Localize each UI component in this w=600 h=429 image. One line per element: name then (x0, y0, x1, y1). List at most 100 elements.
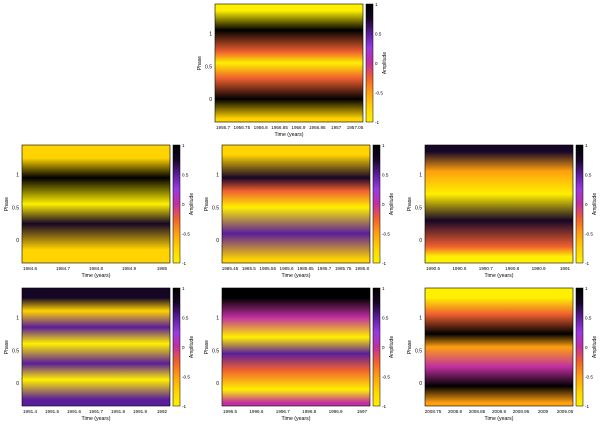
colorbar-tick-label: -0.5 (382, 375, 390, 380)
y-tick-label: 1 (16, 316, 19, 322)
x-tick-label: 1996.7 (276, 409, 290, 414)
y-tick-label: 0.5 (212, 205, 219, 211)
x-tick-label: 1991.6 (67, 409, 81, 414)
heatmap-field (425, 145, 573, 263)
heatmap-svg: 1 0.5 0 Phase 2008.75 2008.8 2008.85 2008.9 2008… (407, 286, 598, 422)
heatmap-panel-2: 1 0.5 0 Phase 1984.6 1984.7 1984.8 1984.9 1985 Ti… (0, 141, 197, 281)
x-tick-label: 1984.7 (56, 266, 70, 271)
x-tick-label: 1991.7 (89, 409, 103, 414)
y-tick-label: 1 (209, 32, 212, 38)
colorbar-tick-label: 0 (182, 202, 185, 207)
x-tick-label: 1992 (157, 409, 168, 414)
colorbar-tick-label: -1 (585, 261, 590, 266)
y-tick-label: 0.5 (415, 205, 422, 211)
colorbar-tick-label: -0.5 (382, 232, 390, 237)
colorbar-tick-label: -1 (382, 404, 387, 409)
heatmap-panel-3: 1 0.5 0 Phase 1985.45 1985.5 1985.55 1985.6 1985… (200, 141, 397, 281)
heatmap-field (215, 4, 363, 122)
x-tick-label: 2009 (538, 409, 549, 414)
x-tick-label: 1984.9 (122, 266, 136, 271)
y-tick-label: 0.5 (205, 64, 212, 70)
y-tick-label: 0 (16, 238, 19, 244)
colorbar-tick-label: 1 (182, 286, 185, 291)
x-tick-label: 1957 (331, 125, 342, 130)
plot-frame (424, 144, 574, 264)
x-tick-label: 1984.6 (23, 266, 37, 271)
y-axis-label: Phase (197, 56, 203, 70)
x-tick-label: 1991 (560, 266, 571, 271)
y-tick-label: 1 (216, 316, 219, 322)
colorbar-tick-label: 1 (585, 143, 588, 148)
colorbar-tick-label: -1 (182, 404, 187, 409)
x-tick-label: 1996.8 (302, 409, 316, 414)
y-axis-label: Phase (4, 340, 10, 354)
x-tick-label: 1996.5 (223, 409, 237, 414)
y-tick-label: 1 (419, 316, 422, 322)
x-tick-label: 2008.75 (425, 409, 442, 414)
colorbar (372, 144, 381, 264)
colorbar-tick-label: 0.5 (585, 316, 592, 321)
x-tick-label: 1984.8 (89, 266, 103, 271)
y-axis-label: Phase (407, 197, 413, 211)
x-tick-label: 1997 (357, 409, 368, 414)
y-tick-label: 1 (16, 173, 19, 179)
x-tick-label: 1985.8 (355, 266, 369, 271)
x-tick-label: 1990.9 (532, 266, 546, 271)
colorbar-tick-label: 1 (382, 286, 385, 291)
y-tick-label: 1 (419, 173, 422, 179)
colorbar-label: Amplitude (592, 336, 598, 358)
colorbar-tick-label: -0.5 (585, 232, 593, 237)
colorbar (575, 287, 584, 407)
colorbar-tick-label: 1 (382, 143, 385, 148)
colorbar-tick-label: 0 (585, 345, 588, 350)
x-tick-label: 1996.6 (249, 409, 263, 414)
plot-frame (21, 144, 171, 264)
x-tick-label: 1990.7 (479, 266, 493, 271)
x-tick-label: 1990.6 (452, 266, 466, 271)
heatmap-panel-7: 1 0.5 0 Phase 2008.75 2008.8 2008.85 2008.9 2008… (403, 284, 600, 424)
x-axis-label: Time (years) (82, 416, 111, 422)
plot-frame (221, 287, 371, 407)
y-axis-label: Phase (4, 197, 10, 211)
x-axis-label: Time (years) (485, 273, 514, 279)
colorbar-tick-label: -1 (182, 261, 187, 266)
y-tick-label: 1 (216, 173, 219, 179)
colorbar (372, 287, 381, 407)
x-tick-label: 1985.7 (317, 266, 331, 271)
x-tick-label: 1990.5 (426, 266, 440, 271)
y-tick-label: 0 (419, 238, 422, 244)
y-tick-label: 0.5 (12, 205, 19, 211)
heatmap-field (222, 145, 370, 263)
heatmap-panel-4: 1 0.5 0 Phase 1990.5 1990.6 1990.7 1990.8 1990.9… (403, 141, 600, 281)
plot-frame (424, 287, 574, 407)
colorbar (172, 287, 181, 407)
x-tick-label: 1985 (157, 266, 168, 271)
x-tick-label: 1985.65 (297, 266, 314, 271)
colorbar-tick-label: -1 (375, 120, 380, 125)
colorbar-tick-label: -0.5 (585, 375, 593, 380)
y-tick-label: 0.5 (12, 348, 19, 354)
heatmap-field (425, 288, 573, 406)
colorbar-tick-label: -0.5 (375, 91, 383, 96)
y-tick-label: 0 (216, 381, 219, 387)
x-tick-label: 1996.9 (329, 409, 343, 414)
x-tick-label: 1956.9 (291, 125, 305, 130)
x-axis-label: Time (years) (485, 416, 514, 422)
colorbar-tick-label: 1 (375, 2, 378, 7)
colorbar-tick-label: 0.5 (382, 316, 389, 321)
colorbar-tick-label: 1 (585, 286, 588, 291)
x-axis-label: Time (years) (82, 273, 111, 279)
x-axis-label: Time (years) (282, 416, 311, 422)
colorbar-label: Amplitude (382, 52, 388, 74)
y-axis-label: Phase (204, 197, 210, 211)
x-tick-label: 1991.9 (133, 409, 147, 414)
x-tick-label: 1956.75 (234, 125, 251, 130)
x-axis-label: Time (years) (275, 132, 304, 138)
y-tick-label: 0.5 (415, 348, 422, 354)
x-tick-label: 1985.5 (242, 266, 256, 271)
heatmap-field (22, 288, 170, 406)
colorbar-tick-label: 0 (382, 345, 385, 350)
heatmap-svg: 1 0.5 0 Phase 1990.5 1990.6 1990.7 1990.8 1990.9… (407, 143, 598, 279)
colorbar-label: Amplitude (592, 193, 598, 215)
